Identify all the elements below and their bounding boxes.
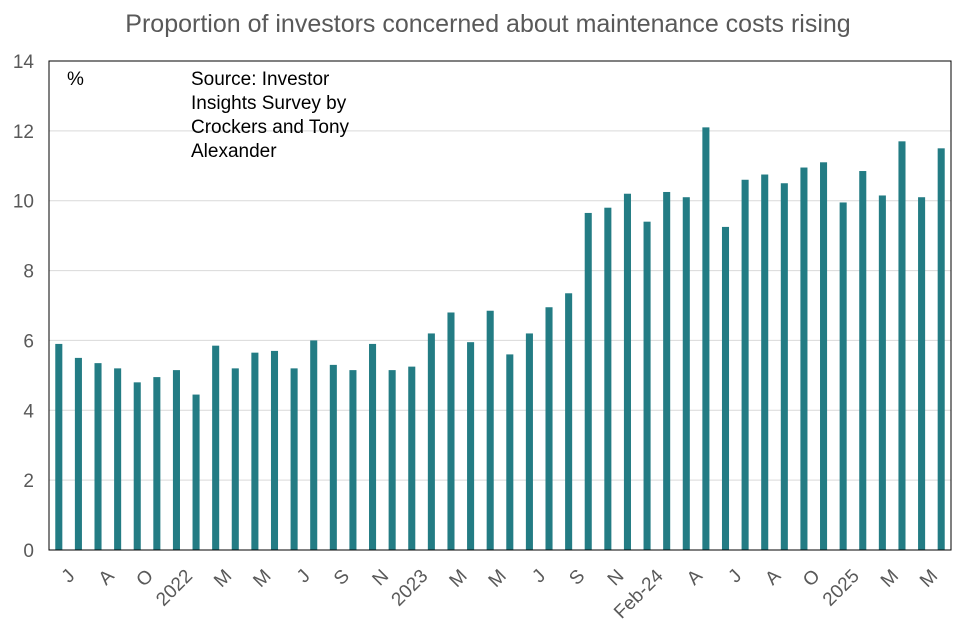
y-tick-label: 2 xyxy=(23,471,34,492)
x-tick-label: M xyxy=(249,566,275,592)
x-tick-label: A xyxy=(683,566,707,590)
bar xyxy=(153,377,161,550)
x-tick-label: N xyxy=(604,566,629,591)
bar xyxy=(780,183,788,550)
bar xyxy=(898,141,906,551)
bar xyxy=(349,370,357,550)
plot-frame xyxy=(48,60,952,551)
y-tick-label: 4 xyxy=(23,401,34,422)
bar xyxy=(800,167,808,550)
bar xyxy=(545,307,553,550)
unit-label: % xyxy=(67,69,84,90)
x-tick-label: O xyxy=(133,566,158,591)
bar xyxy=(702,127,710,550)
bar xyxy=(212,345,220,550)
bar xyxy=(820,162,828,551)
x-tick-label: S xyxy=(330,566,354,590)
y-tick-label: 8 xyxy=(23,262,34,283)
x-tick-label: M xyxy=(877,566,903,592)
bar xyxy=(525,333,533,550)
source-note: Source: Investor Insights Survey by Croc… xyxy=(191,69,350,162)
bar xyxy=(310,340,318,550)
bar xyxy=(290,368,298,550)
bar xyxy=(172,370,180,550)
bar xyxy=(604,207,612,550)
bar xyxy=(663,191,671,550)
x-tick-label: N xyxy=(369,566,394,591)
bar xyxy=(859,171,867,550)
y-tick-label: 14 xyxy=(13,52,35,73)
bar xyxy=(467,342,475,550)
bar xyxy=(878,195,886,550)
bar xyxy=(94,363,102,550)
bar xyxy=(643,221,651,550)
x-tick-label: J xyxy=(725,566,747,588)
x-tick-label: J xyxy=(58,566,80,588)
y-tick-label: 0 xyxy=(23,541,34,562)
x-tick-label: J xyxy=(293,566,315,588)
bar xyxy=(251,352,259,550)
x-tick-label: J xyxy=(528,566,550,588)
bar xyxy=(741,179,749,550)
x-tick-label: S xyxy=(565,566,589,590)
bar xyxy=(682,197,690,550)
x-tick-label: M xyxy=(446,566,472,592)
x-tick-label: M xyxy=(485,566,511,592)
bar xyxy=(133,382,141,550)
bar xyxy=(114,368,122,550)
bar xyxy=(231,368,239,550)
x-tick-label: 2025 xyxy=(819,566,864,611)
bar xyxy=(55,343,63,550)
y-tick-label: 10 xyxy=(13,192,34,213)
bar xyxy=(918,197,926,550)
x-tick-label: 2023 xyxy=(388,566,433,611)
bar xyxy=(506,354,514,550)
bar xyxy=(270,350,279,550)
x-tick-label: A xyxy=(761,566,785,590)
bar xyxy=(565,293,573,550)
x-tick-label: 2022 xyxy=(152,566,197,611)
bar xyxy=(74,357,82,550)
y-tick-label: 6 xyxy=(23,331,34,352)
chart-title: Proportion of investors concerned about … xyxy=(125,10,851,38)
bar xyxy=(839,202,847,551)
bar xyxy=(329,364,337,550)
bar xyxy=(408,366,416,550)
bar xyxy=(623,193,631,550)
x-tick-label: M xyxy=(210,566,236,592)
y-tick-label: 12 xyxy=(13,122,34,143)
bar xyxy=(447,312,455,550)
bar xyxy=(937,148,945,551)
bar xyxy=(388,370,396,550)
bar xyxy=(721,226,730,551)
bar xyxy=(369,343,377,550)
bar xyxy=(486,310,494,550)
bar xyxy=(584,212,592,551)
bar xyxy=(192,394,200,550)
x-tick-label: O xyxy=(799,566,824,591)
x-tick-label: M xyxy=(916,566,942,592)
x-tick-label: A xyxy=(95,566,119,590)
bar xyxy=(761,174,769,550)
bar xyxy=(427,333,435,550)
